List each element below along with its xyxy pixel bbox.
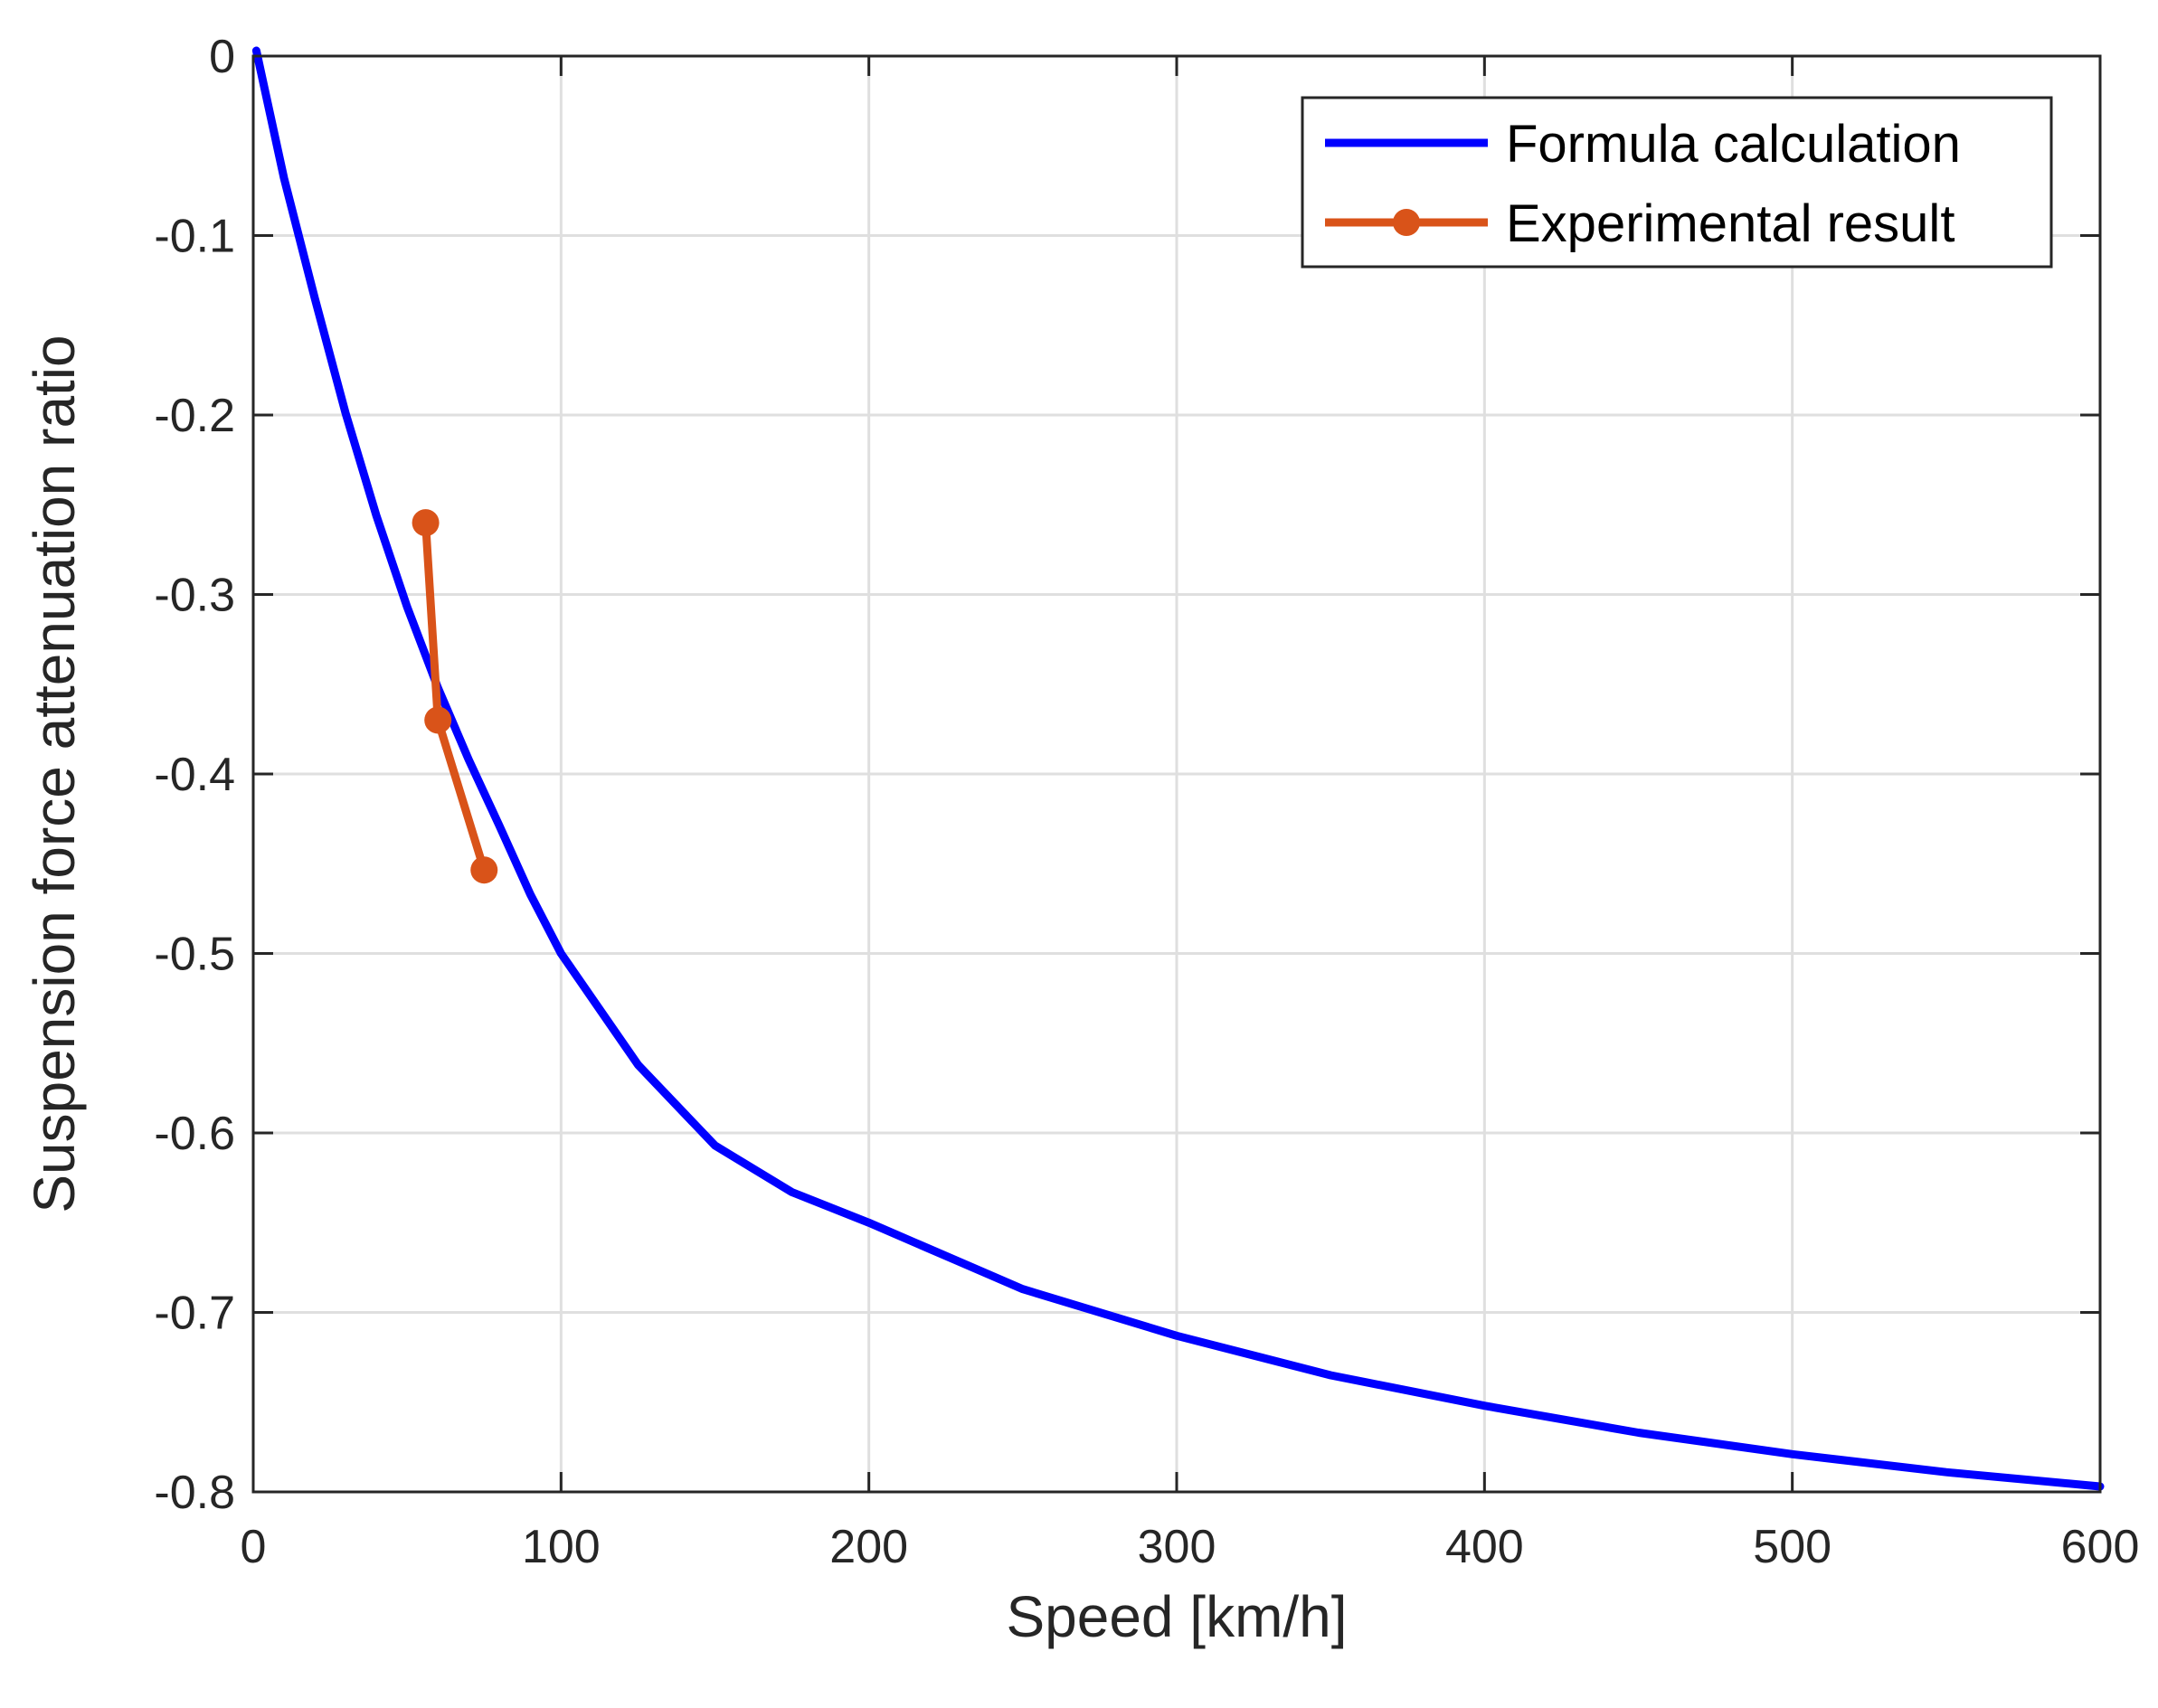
x-tick-label: 100: [522, 1521, 601, 1573]
x-tick-label: 300: [1138, 1521, 1216, 1573]
x-tick-label: 400: [1445, 1521, 1524, 1573]
legend-label-formula: Formula calculation: [1506, 115, 1961, 174]
y-tick-label: -0.5: [154, 929, 235, 981]
y-tick-label: -0.2: [154, 390, 235, 442]
data-point: [424, 706, 452, 734]
y-tick-label: -0.1: [154, 211, 235, 263]
x-tick-label: 200: [829, 1521, 908, 1573]
data-point: [412, 509, 440, 537]
x-tick-label: 0: [241, 1521, 267, 1573]
legend: Formula calculation Experimental result: [1301, 96, 2053, 269]
y-tick-label: 0: [209, 31, 235, 83]
y-tick-label: -0.7: [154, 1288, 235, 1340]
y-tick-label: -0.8: [154, 1467, 235, 1519]
legend-box: [1301, 96, 2053, 269]
series-line-0: [251, 46, 2105, 1491]
y-axis-title: Suspension force attenuation ratio: [22, 335, 87, 1213]
legend-marker-experimental: [1393, 209, 1420, 236]
legend-label-experimental: Experimental result: [1506, 194, 1955, 253]
x-tick-label: 500: [1753, 1521, 1831, 1573]
y-tick-label: -0.3: [154, 570, 235, 622]
y-tick-label: -0.4: [154, 749, 235, 801]
series-layer: [251, 46, 2105, 1491]
x-axis-title: Speed [km/h]: [1006, 1584, 1347, 1649]
data-point: [470, 856, 498, 884]
ticks: [251, 54, 2102, 1494]
tick-labels: 0 100 200 300 400 500 600 0 -0.1 -0.2 -0.3 -0.4 -0.5…: [154, 31, 2139, 1573]
x-tick-label: 600: [2061, 1521, 2140, 1573]
y-tick-label: -0.6: [154, 1108, 235, 1160]
grid: [253, 56, 2100, 1492]
